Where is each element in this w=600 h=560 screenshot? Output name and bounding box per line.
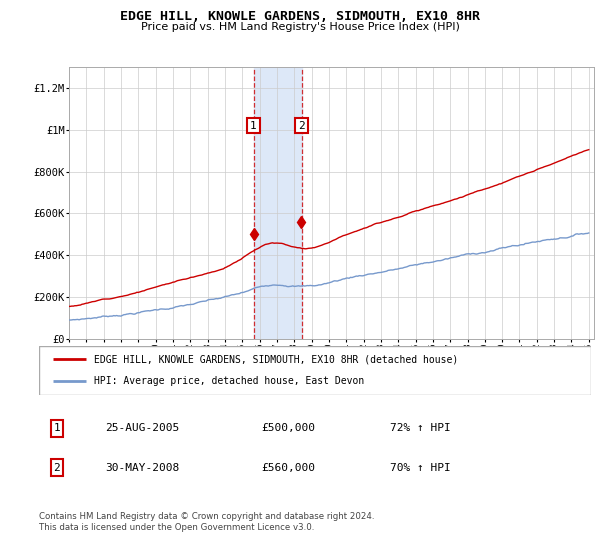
Text: 1: 1 bbox=[250, 121, 257, 130]
Text: Contains HM Land Registry data © Crown copyright and database right 2024.
This d: Contains HM Land Registry data © Crown c… bbox=[39, 512, 374, 532]
Text: EDGE HILL, KNOWLE GARDENS, SIDMOUTH, EX10 8HR: EDGE HILL, KNOWLE GARDENS, SIDMOUTH, EX1… bbox=[120, 10, 480, 23]
Text: £500,000: £500,000 bbox=[261, 423, 315, 433]
Text: 30-MAY-2008: 30-MAY-2008 bbox=[105, 463, 179, 473]
Text: 70% ↑ HPI: 70% ↑ HPI bbox=[390, 463, 451, 473]
Text: 1: 1 bbox=[53, 423, 61, 433]
Text: Price paid vs. HM Land Registry's House Price Index (HPI): Price paid vs. HM Land Registry's House … bbox=[140, 22, 460, 32]
Text: HPI: Average price, detached house, East Devon: HPI: Average price, detached house, East… bbox=[94, 376, 364, 386]
Text: EDGE HILL, KNOWLE GARDENS, SIDMOUTH, EX10 8HR (detached house): EDGE HILL, KNOWLE GARDENS, SIDMOUTH, EX1… bbox=[94, 354, 458, 365]
Text: 2: 2 bbox=[53, 463, 61, 473]
FancyBboxPatch shape bbox=[39, 346, 591, 395]
Text: £560,000: £560,000 bbox=[261, 463, 315, 473]
Text: 2: 2 bbox=[298, 121, 305, 130]
Bar bbox=[254, 67, 302, 339]
Text: 72% ↑ HPI: 72% ↑ HPI bbox=[390, 423, 451, 433]
Text: 25-AUG-2005: 25-AUG-2005 bbox=[105, 423, 179, 433]
